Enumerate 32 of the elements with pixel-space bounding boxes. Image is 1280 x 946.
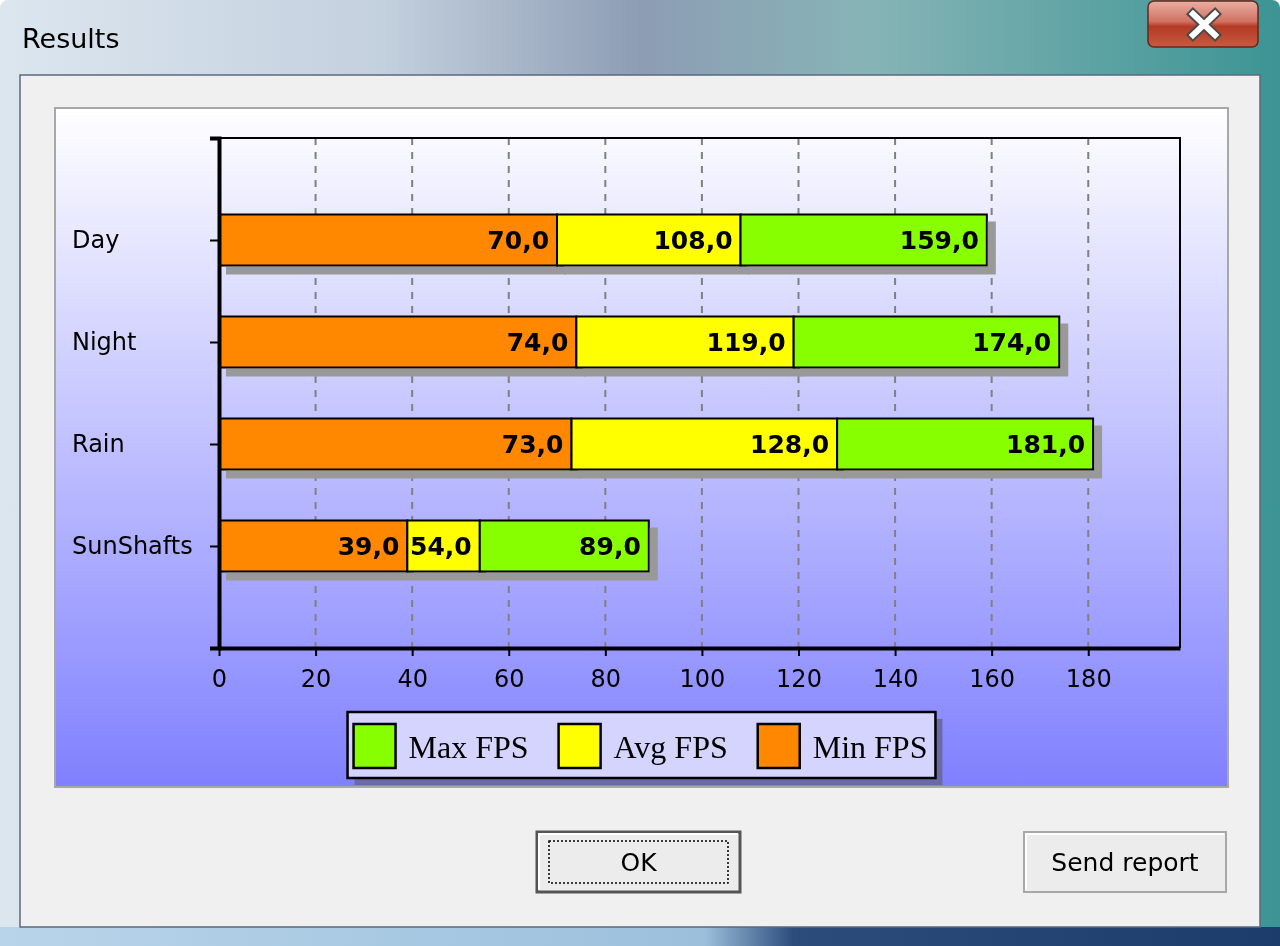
annotation: 89,0 [579, 532, 641, 561]
y-tick-label: SunShafts [72, 532, 193, 561]
annotation: 128,0 [750, 430, 830, 459]
legend-label: Max FPS [408, 728, 529, 765]
legend-label: Avg FPS [613, 728, 728, 765]
x-tick-label: 60 [493, 665, 525, 694]
annotation: 159,0 [899, 226, 979, 255]
y-tick-label: Night [72, 328, 137, 357]
button: OK [535, 830, 742, 894]
data-label: 39,0 [337, 532, 400, 561]
button: Send report [1023, 831, 1227, 893]
x-tick-label: 0 [211, 665, 228, 694]
data-label: 73,0 [501, 430, 564, 459]
y-tick-label: Rain [72, 430, 125, 459]
x-tick-label: 120 [776, 665, 822, 694]
legend-label: Min FPS [812, 728, 928, 765]
chart-title: Results [22, 23, 120, 54]
y-tick-label: Day [72, 226, 120, 255]
x-tick-label: 80 [590, 665, 622, 694]
x-tick-label: 180 [1065, 665, 1112, 694]
annotation: 54,0 [410, 532, 472, 561]
annotation: 119,0 [706, 328, 786, 357]
x-tick-label: 40 [397, 665, 428, 694]
x-tick-label: 160 [969, 665, 1016, 694]
x-tick-label: 100 [679, 665, 726, 694]
x-tick-label: 140 [872, 665, 919, 694]
data-label: 70,0 [487, 226, 550, 255]
annotation: 108,0 [653, 226, 733, 255]
x-tick-label: 20 [300, 665, 332, 694]
data-label: 74,0 [506, 328, 569, 357]
annotation: 181,0 [1006, 430, 1086, 459]
annotation: 174,0 [972, 328, 1052, 357]
